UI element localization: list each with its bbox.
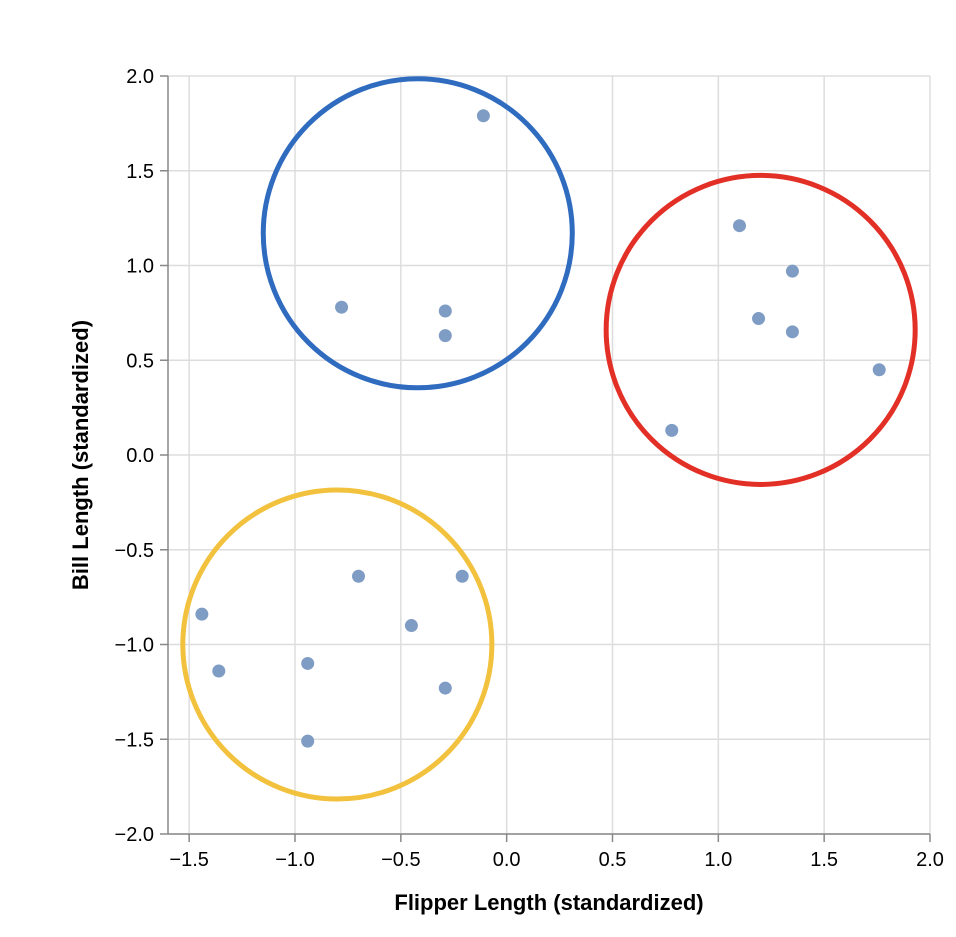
y-tick-label: 2.0 — [126, 66, 154, 88]
y-tick-label: −1.0 — [115, 635, 154, 657]
x-tick-label: 1.0 — [704, 849, 732, 871]
cluster-circles — [180, 76, 918, 802]
data-point — [438, 304, 452, 318]
x-tick-label: −1.5 — [169, 849, 208, 871]
grid — [168, 75, 931, 835]
x-tick-label: 2.0 — [916, 849, 944, 871]
y-tick-label: −1.5 — [115, 729, 154, 751]
x-tick-label: 0.5 — [599, 849, 627, 871]
y-tick-label: 0.0 — [126, 445, 154, 467]
data-point — [872, 363, 886, 377]
data-point — [438, 681, 452, 695]
data-point — [752, 312, 766, 326]
x-tick-label: 0.0 — [493, 849, 521, 871]
red-cluster-circle — [603, 172, 918, 487]
data-point — [195, 607, 209, 621]
y-tick-label: 1.5 — [126, 161, 154, 183]
x-tick-label: −0.5 — [381, 849, 420, 871]
data-points — [195, 109, 886, 748]
x-tick-label: −1.0 — [275, 849, 314, 871]
data-point — [733, 219, 746, 233]
data-point — [352, 569, 365, 583]
data-point — [455, 569, 469, 583]
y-tick-label: −0.5 — [115, 540, 154, 562]
data-point — [438, 329, 452, 343]
data-point — [785, 264, 799, 278]
data-point — [785, 325, 799, 339]
y-axis-title: Bill Length (standardized) — [68, 320, 93, 590]
data-point — [301, 734, 315, 748]
data-point — [665, 423, 679, 437]
data-point — [335, 300, 349, 314]
data-point — [476, 109, 490, 123]
yellow-cluster-circle — [180, 487, 495, 802]
x-axis-title: Flipper Length (standardized) — [394, 890, 703, 915]
y-tick-label: −2.0 — [115, 824, 154, 846]
axes: −1.5 −1.0 −0.5 0.0 0.5 1.0 1.5 2.0 −2.0 −1.5 −1.0 −… — [115, 66, 944, 871]
y-tick-label: 1.0 — [126, 256, 154, 278]
data-point — [404, 619, 418, 633]
blue-cluster-circle — [260, 76, 575, 391]
x-tick-label: 1.5 — [810, 849, 838, 871]
y-tick-label: 0.5 — [126, 350, 154, 372]
data-point — [212, 664, 226, 678]
data-point — [301, 656, 315, 670]
